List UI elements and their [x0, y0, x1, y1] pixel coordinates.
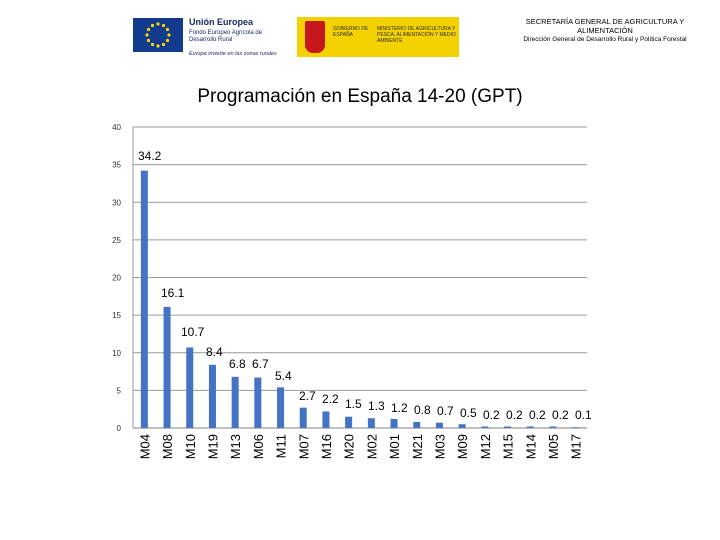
x-tick-label: M09: [455, 434, 470, 459]
bar: [435, 422, 443, 428]
bar: [254, 377, 262, 428]
bar: [458, 424, 466, 428]
data-label: 6.8: [229, 357, 246, 371]
y-tick-label: 35: [112, 161, 121, 170]
x-tick-label: M01: [387, 434, 402, 459]
data-label: 0.1: [575, 408, 592, 422]
bar: [140, 170, 148, 428]
government-logo: GOBIERNO DE ESPAÑA MINISTERIO DE AGRICUL…: [297, 17, 459, 57]
data-label: 0.2: [483, 408, 500, 422]
bar: [367, 418, 375, 428]
x-tick-label: M19: [205, 434, 220, 459]
y-tick-label: 5: [117, 386, 122, 395]
y-tick-label: 20: [112, 274, 121, 283]
x-tick-label: M20: [342, 434, 357, 459]
direccion-name: Dirección General de Desarrollo Rural y …: [523, 36, 687, 43]
x-tick-label: M08: [160, 434, 175, 459]
data-label: 0.2: [552, 408, 569, 422]
eu-logo: Unión Europea Fondo Europeo Agrícola de …: [133, 15, 277, 60]
data-label: 16.1: [161, 286, 185, 300]
x-tick-label: M10: [183, 434, 198, 459]
data-label: 10.7: [181, 325, 205, 339]
x-tick-label: M16: [319, 434, 334, 459]
bar: [186, 347, 194, 428]
bar: [277, 387, 285, 428]
eu-title: Unión Europea: [189, 17, 254, 27]
eu-fund: Fondo Europeo Agrícola de Desarrollo Rur…: [189, 30, 263, 43]
x-tick-label: M06: [251, 434, 266, 459]
y-tick-label: 30: [112, 198, 121, 207]
bar: [413, 421, 421, 428]
data-label: 1.3: [368, 399, 385, 413]
data-label: 2.7: [299, 389, 316, 403]
x-tick-label: M14: [523, 434, 538, 459]
bar: [572, 427, 580, 428]
bar: [299, 407, 307, 428]
y-tick-label: 0: [117, 424, 122, 433]
data-label: 6.7: [252, 357, 269, 371]
bar: [504, 426, 512, 428]
x-tick-label: M13: [228, 434, 243, 459]
secretaria-block: SECRETARÍA GENERAL DE AGRICULTURA Y ALIM…: [520, 17, 690, 44]
data-label: 0.5: [460, 406, 477, 420]
bar: [345, 416, 353, 428]
x-tick-label: M07: [296, 434, 311, 459]
bar: [163, 306, 171, 428]
page-header: Unión Europea Fondo Europeo Agrícola de …: [0, 0, 720, 80]
data-label: 0.2: [529, 408, 546, 422]
eu-flag-icon: [133, 18, 183, 52]
y-tick-label: 40: [112, 123, 121, 132]
y-tick-label: 25: [112, 236, 121, 245]
secretaria-name: SECRETARÍA GENERAL DE AGRICULTURA Y ALIM…: [525, 17, 685, 35]
x-tick-label: M02: [364, 434, 379, 459]
x-tick-label: M17: [569, 434, 584, 459]
eu-stars-icon: [145, 22, 171, 48]
x-tick-label: M11: [274, 434, 289, 458]
data-label: 0.2: [506, 408, 523, 422]
bar: [481, 426, 489, 428]
bar: [549, 426, 557, 428]
bar: [526, 426, 534, 428]
y-tick-label: 10: [112, 349, 121, 358]
government-name: GOBIERNO DE ESPAÑA: [333, 26, 369, 38]
data-label: 34.2: [138, 149, 162, 163]
x-tick-label: M04: [137, 434, 152, 459]
data-label: 1.2: [391, 401, 408, 415]
bar: [322, 411, 330, 428]
data-label: 0.8: [414, 403, 431, 417]
data-label: 0.7: [437, 404, 454, 418]
x-tick-label: M12: [478, 434, 493, 459]
bar: [208, 364, 216, 428]
data-label: 2.2: [322, 392, 339, 406]
bar: [231, 376, 239, 428]
chart-title: Programación en España 14-20 (GPT): [197, 86, 523, 107]
coat-of-arms-icon: [305, 21, 325, 53]
x-tick-label: M15: [501, 434, 516, 459]
ministry-name: MINISTERIO DE AGRICULTURA Y PESCA, ALIME…: [377, 26, 456, 44]
data-label: 1.5: [345, 397, 362, 411]
data-label: 5.4: [275, 369, 292, 383]
eu-motto: Europa invierte en las zonas rurales: [189, 51, 277, 57]
data-label: 8.4: [206, 345, 223, 359]
bar: [390, 418, 398, 428]
y-tick-label: 15: [112, 311, 121, 320]
x-tick-label: M21: [410, 434, 425, 459]
x-tick-label: M05: [546, 434, 561, 459]
x-tick-label: M03: [432, 434, 447, 459]
